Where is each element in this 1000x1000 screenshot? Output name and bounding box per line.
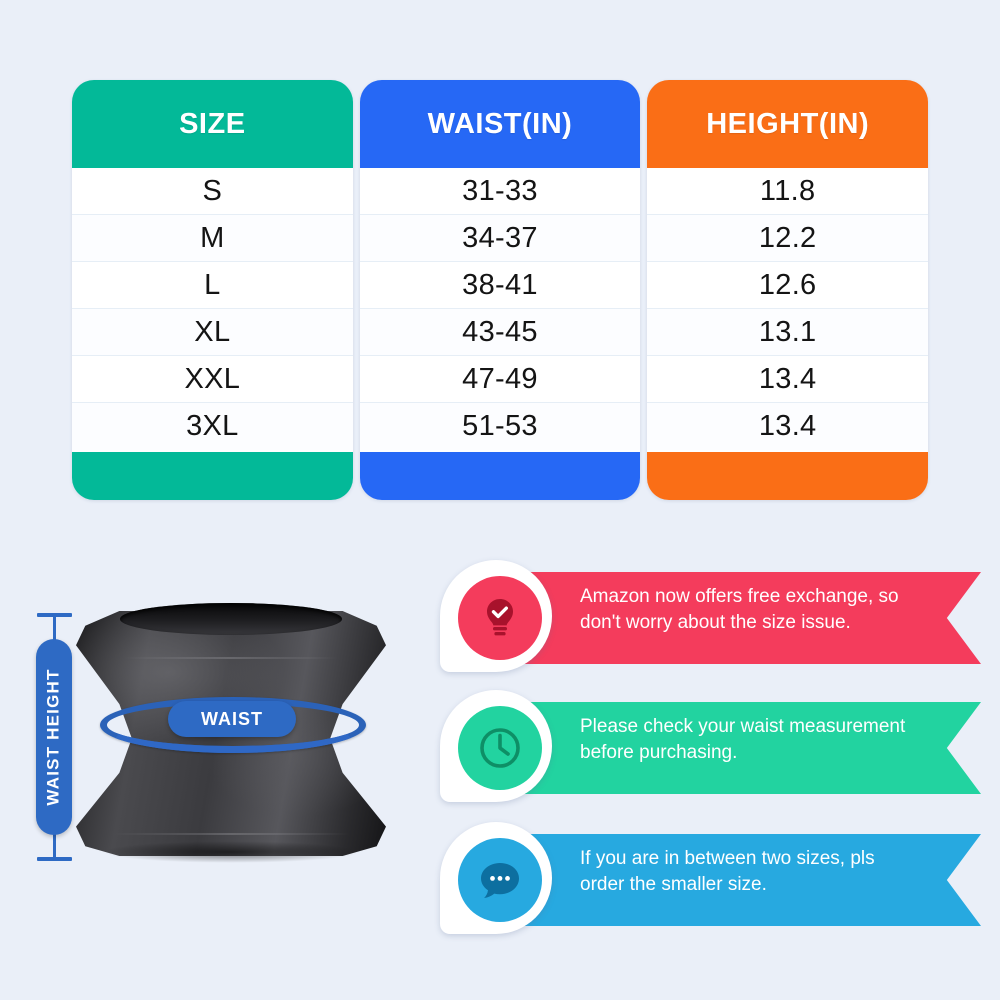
lightbulb-check-icon — [458, 576, 542, 660]
note-banner: If you are in between two sizes, pls ord… — [436, 820, 981, 938]
column-footer-waist — [359, 452, 641, 500]
table-column-height: HEIGHT(IN) 11.8 12.2 12.6 13.1 13.4 13.4 — [647, 80, 929, 500]
table-cell: 13.4 — [647, 403, 929, 450]
size-chart-table: SIZE S M L XL XXL 3XL WAIST(IN) 31-33 34-37 38-41 4… — [72, 80, 929, 500]
table-cell: L — [72, 262, 353, 309]
belt-bottom-shadow — [102, 841, 360, 863]
clock-icon — [458, 706, 542, 790]
table-cell: XL — [72, 309, 353, 356]
waist-height-pill — [36, 639, 72, 835]
column-header-height: HEIGHT(IN) — [647, 80, 929, 168]
chat-bubble-icon — [458, 838, 542, 922]
table-column-waist: WAIST(IN) 31-33 34-37 38-41 43-45 47-49 51-53 — [359, 80, 641, 500]
waist-height-label: WAIST HEIGHT — [44, 668, 63, 806]
table-cell: XXL — [72, 356, 353, 403]
table-cell: 38-41 — [359, 262, 641, 309]
column-footer-height — [647, 452, 929, 500]
note-text: Please check your waist measurement befo… — [580, 716, 906, 763]
column-header-size: SIZE — [72, 80, 353, 168]
belt-seam-lower — [112, 833, 350, 835]
column-body-waist: 31-33 34-37 38-41 43-45 47-49 51-53 — [359, 168, 641, 452]
belt-top-rim — [120, 603, 342, 635]
column-body-size: S M L XL XXL 3XL — [72, 168, 353, 452]
note-text: If you are in between two sizes, pls ord… — [580, 848, 875, 895]
waist-trainer-belt: WAIST — [76, 597, 386, 867]
gauge-cap-top — [37, 613, 72, 617]
table-cell: 13.1 — [647, 309, 929, 356]
table-cell: 31-33 — [359, 168, 641, 215]
note-badge-ring — [440, 822, 552, 934]
gauge-cap-bottom — [37, 857, 72, 861]
product-measurement-illustration: WAIST HEIGHT WAIST — [18, 575, 418, 915]
table-cell: S — [72, 168, 353, 215]
table-column-size: SIZE S M L XL XXL 3XL — [72, 80, 353, 500]
waist-label: WAIST — [168, 701, 296, 737]
table-cell: 13.4 — [647, 356, 929, 403]
table-cell: 34-37 — [359, 215, 641, 262]
waist-height-label-wrap: WAIST HEIGHT — [36, 639, 72, 835]
note-ribbon — [493, 572, 981, 664]
table-cell: 3XL — [72, 403, 353, 450]
table-cell: 11.8 — [647, 168, 929, 215]
note-badge-ring — [440, 560, 552, 672]
table-cell: 12.6 — [647, 262, 929, 309]
table-cell: 51-53 — [359, 403, 641, 450]
waist-measure-ring-front — [100, 697, 366, 753]
table-cell: 43-45 — [359, 309, 641, 356]
column-header-waist: WAIST(IN) — [359, 80, 641, 168]
column-body-height: 11.8 12.2 12.6 13.1 13.4 13.4 — [647, 168, 929, 452]
column-footer-size — [72, 452, 353, 500]
table-cell: M — [72, 215, 353, 262]
table-cell: 12.2 — [647, 215, 929, 262]
waist-height-gauge: WAIST HEIGHT — [32, 605, 76, 865]
notes-list: Amazon now offers free exchange, so don'… — [436, 558, 981, 958]
note-banner: Please check your waist measurement befo… — [436, 688, 981, 806]
table-cell: 47-49 — [359, 356, 641, 403]
note-text: Amazon now offers free exchange, so don'… — [580, 586, 899, 633]
note-ribbon — [493, 702, 981, 794]
note-banner: Amazon now offers free exchange, so don'… — [436, 558, 981, 676]
note-ribbon — [493, 834, 981, 926]
belt-seam-upper — [124, 657, 338, 659]
note-badge-ring — [440, 690, 552, 802]
